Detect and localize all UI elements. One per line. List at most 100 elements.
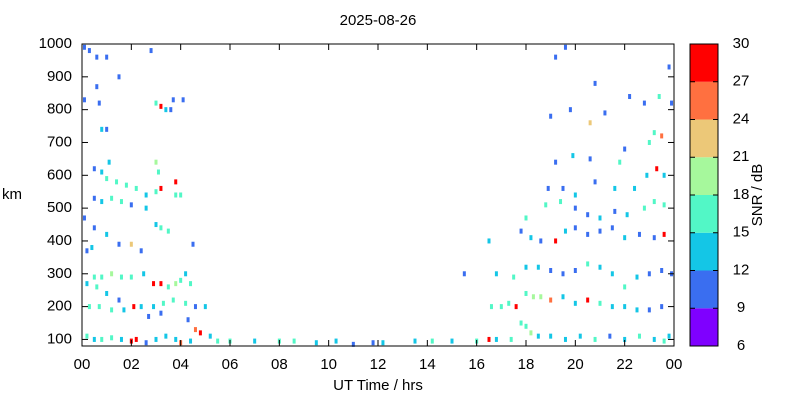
data-point xyxy=(171,297,175,303)
data-point xyxy=(117,241,121,247)
data-point xyxy=(189,281,193,287)
data-point xyxy=(603,110,607,116)
colorbar-segment xyxy=(690,119,718,158)
data-point xyxy=(561,185,565,191)
data-point xyxy=(546,185,550,191)
data-point xyxy=(586,297,590,303)
data-point xyxy=(100,336,104,342)
data-point xyxy=(519,228,523,234)
data-point xyxy=(573,192,577,198)
data-point xyxy=(529,330,533,336)
colorbar-tick-label: 12 xyxy=(733,261,750,278)
data-point xyxy=(208,333,212,339)
data-point xyxy=(105,54,109,60)
data-point xyxy=(623,146,627,152)
data-point xyxy=(90,245,94,251)
data-point xyxy=(154,336,158,342)
data-point xyxy=(623,235,627,241)
data-point xyxy=(561,294,565,300)
data-point xyxy=(635,307,639,313)
data-point xyxy=(549,113,553,119)
data-point xyxy=(92,274,96,280)
data-point xyxy=(82,44,86,50)
data-point xyxy=(514,304,518,310)
data-point xyxy=(351,341,355,347)
x-tick-label: 00 xyxy=(74,356,91,373)
data-point xyxy=(450,338,454,344)
colorbar-tick-label: 27 xyxy=(733,73,750,90)
data-point xyxy=(539,238,543,244)
x-tick-label: 02 xyxy=(123,356,140,373)
data-point xyxy=(657,94,661,100)
data-point xyxy=(92,195,96,201)
data-point xyxy=(655,166,659,172)
data-point xyxy=(660,133,664,139)
data-point xyxy=(628,94,632,100)
data-point xyxy=(171,97,175,103)
data-point xyxy=(593,336,597,342)
data-point xyxy=(122,307,126,313)
data-point xyxy=(149,48,153,54)
data-point xyxy=(181,97,185,103)
data-point xyxy=(586,261,590,267)
data-point xyxy=(142,271,146,277)
data-point xyxy=(253,338,257,344)
data-point xyxy=(610,304,614,310)
data-point xyxy=(536,333,540,339)
data-point xyxy=(166,284,170,290)
data-point xyxy=(314,340,318,346)
data-point xyxy=(613,208,617,214)
data-point xyxy=(184,300,188,306)
data-point xyxy=(573,225,577,231)
data-point xyxy=(608,333,612,339)
data-point xyxy=(107,159,111,165)
colorbar-tick-label: 15 xyxy=(733,224,750,241)
x-tick-label: 20 xyxy=(567,356,584,373)
data-point xyxy=(166,228,170,234)
data-point xyxy=(554,238,558,244)
colorbar-segment xyxy=(690,232,718,271)
data-point xyxy=(87,48,91,54)
data-point xyxy=(618,159,622,165)
data-point xyxy=(487,336,491,342)
data-point xyxy=(637,231,641,237)
data-point xyxy=(97,304,101,310)
data-point xyxy=(524,215,528,221)
data-point xyxy=(507,300,511,306)
data-point xyxy=(573,268,577,273)
data-point xyxy=(154,159,158,165)
data-point xyxy=(667,64,671,70)
data-point xyxy=(494,271,498,277)
data-point xyxy=(169,107,173,113)
data-point xyxy=(637,333,641,339)
data-point xyxy=(524,264,528,270)
data-point xyxy=(561,271,565,277)
data-point xyxy=(645,172,649,178)
data-point xyxy=(129,202,133,208)
data-point xyxy=(100,199,104,205)
x-axis-label: UT Time / hrs xyxy=(333,377,423,394)
data-point xyxy=(174,281,178,287)
data-point xyxy=(147,313,151,319)
data-point xyxy=(334,338,338,344)
data-point xyxy=(174,179,178,185)
data-point xyxy=(198,330,202,336)
data-point xyxy=(144,192,148,198)
data-point xyxy=(100,274,104,280)
colorbar-segment xyxy=(690,81,718,120)
data-point xyxy=(647,307,651,313)
data-point xyxy=(174,336,178,342)
data-point xyxy=(105,231,109,237)
data-point xyxy=(144,340,148,346)
x-tick-label: 06 xyxy=(222,356,239,373)
y-tick-label: 100 xyxy=(47,330,72,347)
colorbar-segment xyxy=(690,157,718,195)
data-point xyxy=(216,338,220,344)
data-point xyxy=(529,235,533,241)
data-point xyxy=(119,274,123,280)
data-point xyxy=(647,271,651,277)
colorbar-tick-label: 6 xyxy=(737,337,745,354)
data-point xyxy=(134,185,138,191)
data-point xyxy=(598,228,602,234)
x-tick-label: 18 xyxy=(518,356,535,373)
